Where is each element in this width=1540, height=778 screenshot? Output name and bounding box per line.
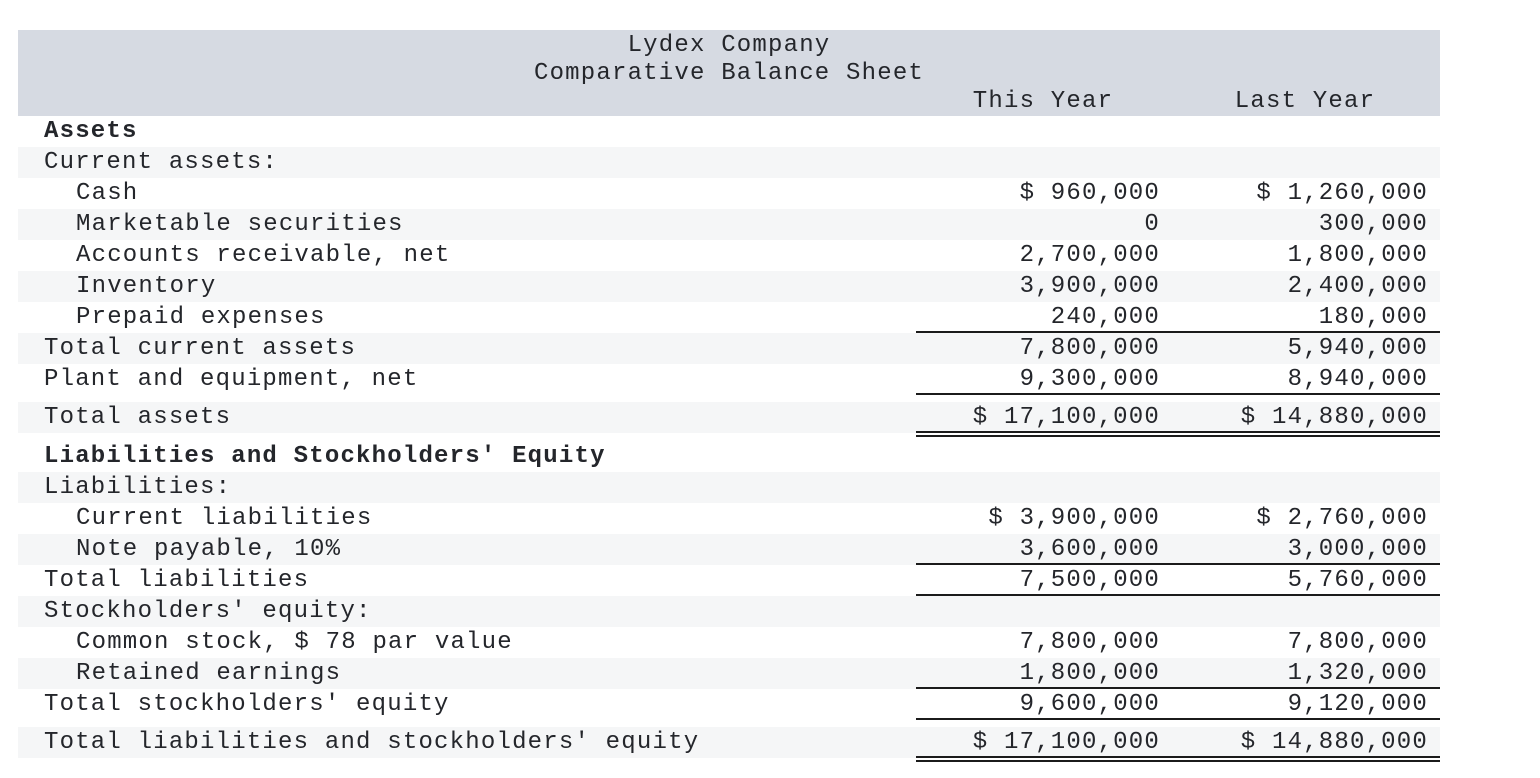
table-row: Total liabilities 7,500,000 5,760,000 (18, 565, 1440, 596)
statement-title: Comparative Balance Sheet (533, 60, 925, 87)
table-row: Retained earnings 1,800,000 1,320,000 (18, 658, 1440, 689)
last-year-value (1170, 472, 1440, 503)
this-year-value (916, 596, 1170, 627)
last-year-value: 5,940,000 (1287, 335, 1428, 362)
last-year-value (1170, 116, 1440, 147)
row-label: Stockholders' equity: (44, 598, 372, 625)
row-label: Total stockholders' equity (44, 691, 450, 718)
row-label: Inventory (76, 273, 217, 300)
row-label: Prepaid expenses (76, 304, 326, 331)
row-label: Cash (76, 180, 139, 207)
this-year-value: $ 17,100,000 (972, 729, 1160, 756)
table-row: Note payable, 10% 3,600,000 3,000,000 (18, 534, 1440, 565)
last-year-value: 9,120,000 (1287, 691, 1428, 718)
balance-sheet-rows: Assets Current assets: Cash $ 960,000 $ 1,26… (18, 116, 1440, 762)
row-label: Marketable securities (76, 211, 404, 238)
this-year-value: 9,300,000 (1019, 366, 1160, 393)
this-year-value: 2,700,000 (1019, 242, 1160, 269)
table-row: Current assets: (18, 147, 1440, 178)
row-label: Accounts receivable, net (76, 242, 451, 269)
last-year-value (1170, 441, 1440, 472)
this-year-value: 9,600,000 (1019, 691, 1160, 718)
this-year-value: 3,900,000 (1019, 273, 1160, 300)
row-label: Common stock, $ 78 par value (76, 629, 513, 656)
table-row: Current liabilities $ 3,900,000 $ 2,760,00… (18, 503, 1440, 534)
column-header-row: This Year Last Year (18, 88, 1440, 116)
this-year-value (916, 472, 1170, 503)
last-year-value: $ 1,260,000 (1256, 180, 1428, 207)
row-label: Total current assets (44, 335, 357, 362)
last-year-value (1170, 147, 1440, 178)
row-label: Current assets: (44, 149, 279, 176)
this-year-value (916, 147, 1170, 178)
table-header-band: Lydex Company Comparative Balance Sheet … (18, 30, 1440, 116)
table-row: Total current assets 7,800,000 5,940,000 (18, 333, 1440, 364)
last-year-value: 180,000 (1318, 304, 1428, 331)
last-year-value: $ 2,760,000 (1256, 505, 1428, 532)
table-row: Cash $ 960,000 $ 1,260,000 (18, 178, 1440, 209)
company-name: Lydex Company (627, 32, 831, 59)
row-label: Current liabilities (76, 505, 373, 532)
table-row: Inventory 3,900,000 2,400,000 (18, 271, 1440, 302)
this-year-value: 7,800,000 (1019, 629, 1160, 656)
last-year-value: 8,940,000 (1287, 366, 1428, 393)
last-year-value: 7,800,000 (1287, 629, 1428, 656)
last-year-value: 1,320,000 (1287, 660, 1428, 687)
row-label: Liabilities: (44, 474, 232, 501)
row-label: Assets (44, 118, 138, 145)
row-label: Total assets (44, 404, 232, 431)
last-year-value: 3,000,000 (1287, 536, 1428, 563)
this-year-value: 240,000 (1050, 304, 1160, 331)
table-row: Total stockholders' equity 9,600,000 9,120… (18, 689, 1440, 720)
table-row: Assets (18, 116, 1440, 147)
table-row: Stockholders' equity: (18, 596, 1440, 627)
last-year-value: 1,800,000 (1287, 242, 1428, 269)
this-year-value: 7,500,000 (1019, 567, 1160, 594)
this-year-value: 7,800,000 (1019, 335, 1160, 362)
table-row: Accounts receivable, net 2,700,000 1,800,0… (18, 240, 1440, 271)
this-year-value: 3,600,000 (1019, 536, 1160, 563)
this-year-value (916, 441, 1170, 472)
table-row: Plant and equipment, net 9,300,000 8,940,0… (18, 364, 1440, 395)
row-label: Total liabilities (44, 567, 310, 594)
table-row: Common stock, $ 78 par value 7,800,000 7,8… (18, 627, 1440, 658)
last-year-value: $ 14,880,000 (1240, 729, 1428, 756)
table-row: Total liabilities and stockholders' equi… (18, 727, 1440, 762)
this-year-value: $ 3,900,000 (988, 505, 1160, 532)
comparative-balance-sheet: Lydex Company Comparative Balance Sheet … (18, 30, 1440, 762)
last-year-value: $ 14,880,000 (1240, 404, 1428, 431)
table-row: Liabilities and Stockholders' Equity (18, 441, 1440, 472)
last-year-value: 300,000 (1318, 211, 1428, 238)
this-year-value: 0 (1144, 211, 1160, 238)
row-label: Liabilities and Stockholders' Equity (44, 443, 606, 470)
table-row: Liabilities: (18, 472, 1440, 503)
table-row: Prepaid expenses 240,000 180,000 (18, 302, 1440, 333)
row-label: Retained earnings (76, 660, 342, 687)
column-header-last-year: Last Year (1234, 88, 1376, 115)
table-row: Total assets $ 17,100,000 $ 14,880,000 (18, 402, 1440, 437)
table-row: Marketable securities 0 300,000 (18, 209, 1440, 240)
column-header-spacer (18, 88, 916, 116)
row-label: Note payable, 10% (76, 536, 342, 563)
last-year-value: 2,400,000 (1287, 273, 1428, 300)
this-year-value: $ 17,100,000 (972, 404, 1160, 431)
last-year-value: 5,760,000 (1287, 567, 1428, 594)
row-label: Plant and equipment, net (44, 366, 419, 393)
this-year-value: 1,800,000 (1019, 660, 1160, 687)
column-header-this-year: This Year (972, 88, 1114, 115)
last-year-value (1170, 596, 1440, 627)
this-year-value (916, 116, 1170, 147)
row-label: Total liabilities and stockholders' equi… (44, 729, 700, 756)
this-year-value: $ 960,000 (1019, 180, 1160, 207)
